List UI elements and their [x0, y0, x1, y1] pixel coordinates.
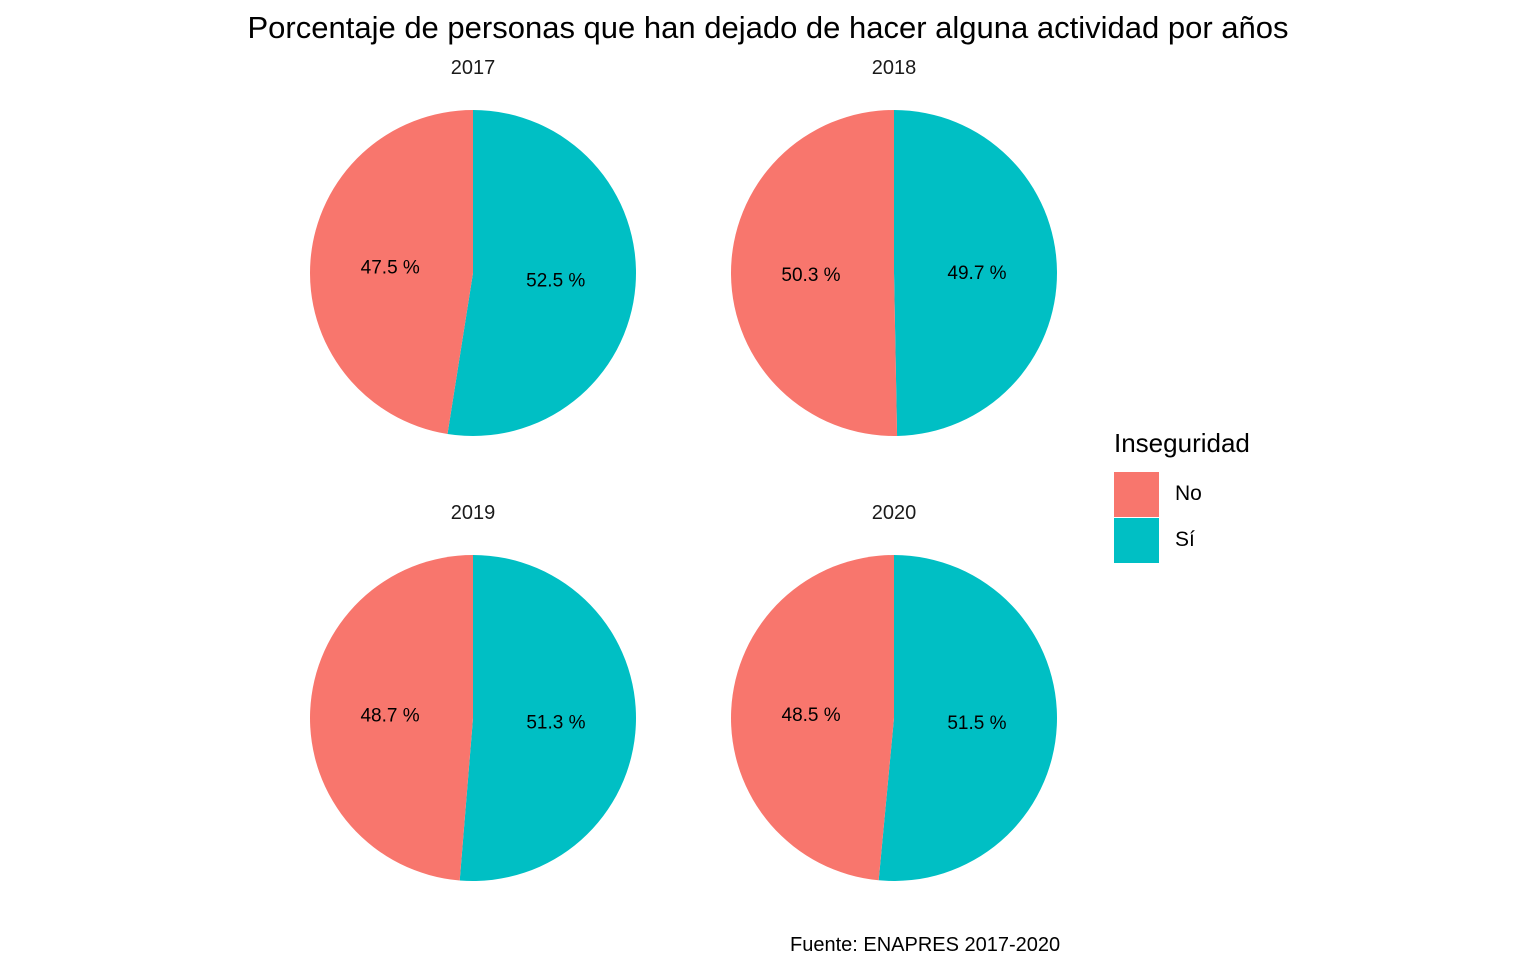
- pie-slice-2017-si: [447, 110, 637, 436]
- slice-label-2018-no: 50.3 %: [781, 265, 840, 286]
- legend-title: Inseguridad: [1114, 428, 1250, 458]
- chart-title-wrap: Porcentaje de personas que han dejado de…: [0, 0, 1536, 60]
- pie-slice-2018-si: [894, 110, 1057, 436]
- pie-2020: 2020 51.5 % 48.5 %: [730, 502, 1057, 881]
- pie-slice-2018-no: [730, 110, 898, 437]
- chart-title: Porcentaje de personas que han dejado de…: [247, 10, 1289, 45]
- slice-label-2020-si: 51.5 %: [947, 713, 1006, 734]
- legend: Inseguridad No Sí: [1114, 428, 1250, 563]
- legend-swatch-si: [1114, 517, 1159, 563]
- slice-label-2019-no: 48.7 %: [360, 706, 419, 727]
- facet-label-2019: 2019: [451, 502, 496, 524]
- chart-caption: Fuente: ENAPRES 2017-2020: [790, 934, 1061, 956]
- slice-label-2019-si: 51.3 %: [526, 712, 585, 733]
- facet-label-2017: 2017: [451, 57, 496, 79]
- legend-swatch-no: [1114, 471, 1159, 517]
- pie-2018: 2018 49.7 % 50.3 %: [730, 57, 1057, 437]
- pie-slice-2019-no: [310, 555, 473, 881]
- pie-slice-2017-no: [310, 110, 473, 434]
- legend-label-si: Sí: [1175, 528, 1195, 551]
- slice-label-2017-no: 47.5 %: [361, 257, 420, 278]
- facet-label-2020: 2020: [872, 502, 917, 524]
- pie-slice-2020-si: [878, 555, 1057, 881]
- pie-slice-2019-si: [459, 555, 637, 882]
- pie-2017: 2017 52.5 % 47.5 %: [310, 57, 637, 436]
- pie-slice-2020-no: [730, 555, 894, 881]
- legend-item-si: Sí: [1114, 517, 1250, 563]
- slice-label-2018-si: 49.7 %: [947, 263, 1006, 284]
- legend-label-no: No: [1175, 482, 1202, 505]
- facet-label-2018: 2018: [872, 57, 917, 79]
- pie-2019: 2019 51.3 % 48.7 %: [310, 502, 637, 882]
- slice-label-2017-si: 52.5 %: [526, 271, 585, 292]
- legend-item-no: No: [1114, 471, 1250, 517]
- slice-label-2020-no: 48.5 %: [782, 705, 841, 726]
